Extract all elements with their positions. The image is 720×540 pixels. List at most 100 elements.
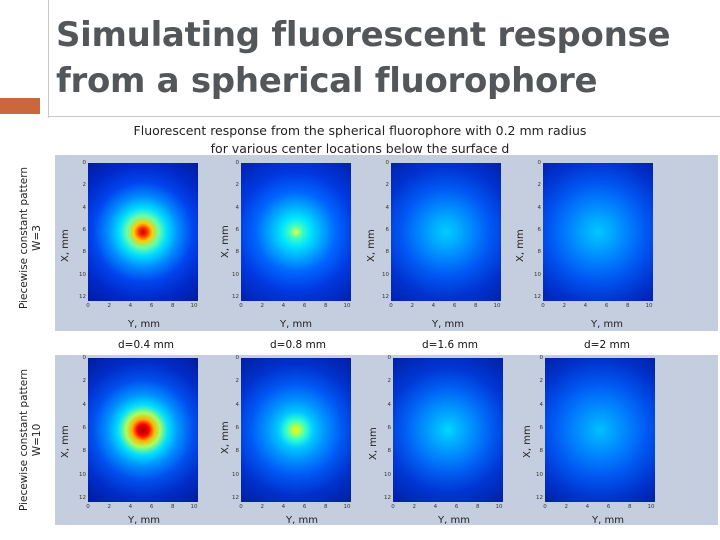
y-tick-label: 10 (384, 471, 391, 478)
y-tick-label: 12 (79, 495, 86, 501)
y-tick-label: 12 (536, 495, 543, 501)
x-axis-label: Y, mm (128, 319, 160, 330)
figure-caption: Fluorescent response from the spherical … (120, 122, 600, 158)
y-tick-label: 4 (235, 401, 240, 408)
y-tick-label: 2 (235, 378, 240, 385)
y-tick-label: 12 (534, 294, 541, 300)
y-tick-label: 10 (232, 271, 239, 278)
x-tick-label: 8 (171, 303, 175, 309)
y-tick-label: 0 (82, 355, 87, 361)
y-tick-label: 12 (384, 495, 391, 501)
heatmap-w3-d2 (543, 163, 653, 301)
x-tick-label: 0 (541, 303, 545, 309)
y-tick-label: 10 (79, 271, 86, 278)
x-tick-label: 0 (389, 303, 393, 309)
decorative-horizontal-line (48, 116, 720, 117)
x-axis-label: Y, mm (280, 319, 312, 330)
y-tick-label: 4 (235, 204, 240, 211)
x-tick-label: 4 (128, 504, 133, 510)
y-tick-label: 0 (235, 355, 240, 361)
x-axis-label: Y, mm (592, 515, 624, 526)
x-tick-label: 6 (302, 504, 307, 510)
x-tick-label: 6 (149, 303, 154, 309)
x-tick-label: 4 (585, 504, 590, 510)
y-tick-label: 0 (539, 355, 544, 361)
y-tick-label: 6 (82, 227, 87, 233)
x-tick-label: 6 (149, 504, 154, 510)
row-2-label-line-1: Piecewise constant pattern (18, 368, 30, 512)
y-tick-label: 0 (235, 160, 240, 166)
y-tick-label: 8 (82, 249, 87, 256)
y-tick-label: 0 (385, 160, 390, 166)
heatmap-w3-d0.8 (241, 163, 351, 301)
y-tick-label: 4 (82, 401, 87, 408)
y-tick-label: 8 (385, 249, 390, 256)
y-tick-label: 12 (79, 294, 86, 300)
row-1-label-line-1: Piecewise constant pattern (18, 166, 30, 310)
row-1-label-line-2: W=3 (31, 225, 43, 251)
depth-label-2: d=0.8 mm (256, 338, 340, 352)
x-tick-label: 8 (476, 504, 480, 510)
y-axis-label: X, mm (366, 229, 377, 262)
y-tick-label: 10 (534, 271, 541, 278)
y-tick-label: 10 (232, 471, 239, 478)
heatmap-w10-d1.6 (393, 358, 503, 502)
y-axis-label: X, mm (60, 229, 71, 262)
heatmap-w3-d1.6 (391, 163, 501, 301)
y-tick-label: 8 (539, 448, 544, 455)
x-axis-label: Y, mm (432, 319, 464, 330)
x-tick-label: 2 (107, 504, 111, 510)
x-tick-label: 4 (281, 504, 286, 510)
x-tick-label: 2 (260, 504, 264, 510)
x-tick-label: 2 (564, 504, 568, 510)
caption-line-2: for various center locations below the s… (210, 141, 510, 156)
y-tick-label: 6 (385, 227, 390, 233)
y-tick-label: 4 (82, 204, 87, 211)
x-tick-label: 0 (239, 504, 243, 510)
y-axis-label: X, mm (60, 425, 71, 458)
x-tick-label: 4 (431, 303, 436, 309)
y-tick-label: 8 (235, 448, 240, 455)
y-tick-label: 2 (385, 182, 390, 189)
y-tick-label: 12 (232, 294, 239, 300)
y-tick-label: 6 (387, 425, 392, 431)
x-tick-label: 10 (343, 504, 351, 510)
x-tick-label: 6 (454, 504, 459, 510)
x-tick-label: 4 (128, 303, 133, 309)
y-tick-label: 4 (385, 204, 390, 211)
slide-title: Simulating fluorescent response from a s… (56, 15, 671, 101)
x-tick-label: 6 (302, 303, 307, 309)
y-tick-label: 6 (539, 425, 544, 431)
x-tick-label: 8 (628, 504, 632, 510)
x-tick-label: 2 (107, 303, 111, 309)
y-tick-label: 6 (537, 227, 542, 233)
y-tick-label: 4 (537, 204, 542, 211)
y-tick-label: 0 (82, 160, 87, 166)
x-tick-label: 2 (412, 504, 416, 510)
heatmap-w3-d0.4 (88, 163, 198, 301)
x-tick-label: 6 (452, 303, 457, 309)
x-tick-label: 0 (391, 504, 395, 510)
y-tick-label: 2 (82, 378, 87, 385)
y-tick-label: 2 (82, 182, 87, 189)
x-tick-label: 10 (645, 303, 653, 309)
y-tick-label: 4 (387, 401, 392, 408)
x-tick-label: 2 (410, 303, 414, 309)
y-tick-label: 2 (539, 378, 544, 385)
x-tick-label: 8 (324, 303, 328, 309)
x-tick-label: 8 (171, 504, 175, 510)
row-1-label: Piecewise constant pattern W=3 (18, 154, 44, 322)
x-tick-label: 0 (86, 504, 90, 510)
y-tick-label: 6 (235, 425, 240, 431)
y-tick-label: 8 (82, 448, 87, 455)
x-axis-label: Y, mm (286, 515, 318, 526)
y-tick-label: 12 (232, 495, 239, 501)
x-tick-label: 10 (647, 504, 655, 510)
x-tick-label: 0 (239, 303, 243, 309)
heatmap-w10-d2 (545, 358, 655, 502)
x-tick-label: 0 (86, 303, 90, 309)
x-tick-label: 10 (343, 303, 351, 309)
y-tick-label: 10 (536, 471, 543, 478)
caption-line-1: Fluorescent response from the spherical … (133, 123, 587, 138)
x-tick-label: 4 (433, 504, 438, 510)
